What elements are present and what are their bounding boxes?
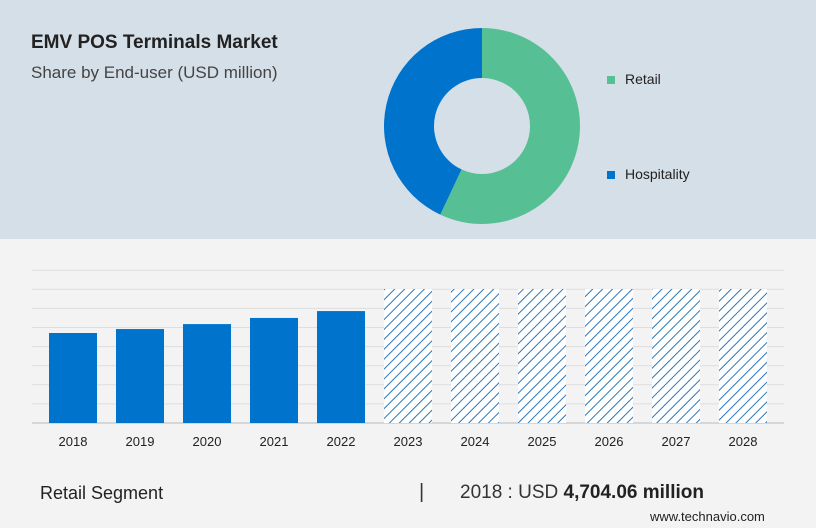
chart-title: EMV POS Terminals Market xyxy=(31,32,278,53)
bar-2021 xyxy=(250,317,298,423)
x-tick-label: 2028 xyxy=(729,434,758,449)
x-tick-label: 2022 xyxy=(327,434,356,449)
year-label: 2018 : USD xyxy=(460,482,564,503)
bar-2028 xyxy=(719,289,767,423)
x-tick-label: 2024 xyxy=(461,434,490,449)
value-text: 4,704.06 million xyxy=(563,482,704,503)
x-tick-label: 2025 xyxy=(528,434,557,449)
segment-value: 2018 : USD 4,704.06 million xyxy=(460,482,704,504)
website-link[interactable]: www.technavio.com xyxy=(650,509,765,524)
segment-label: Retail Segment xyxy=(40,483,164,503)
x-tick-label: 2018 xyxy=(59,434,88,449)
legend-swatch xyxy=(607,171,615,180)
legend-item-hospitality: Hospitality xyxy=(607,166,690,182)
x-tick-label: 2020 xyxy=(193,434,222,449)
donut-slice-hospitality xyxy=(383,27,482,215)
legend-item-retail: Retail xyxy=(607,71,661,87)
bar-2024 xyxy=(451,289,499,423)
bar-2027 xyxy=(652,289,700,423)
legend-label: Hospitality xyxy=(625,166,690,182)
x-tick-label: 2027 xyxy=(662,434,691,449)
x-tick-label: 2023 xyxy=(394,434,423,449)
bar-2023 xyxy=(384,289,432,423)
donut-slice-retail xyxy=(440,28,580,224)
bar-2022 xyxy=(317,311,365,423)
legend-swatch xyxy=(607,76,615,85)
bar-2025 xyxy=(518,289,566,423)
bar-2019 xyxy=(116,329,164,423)
x-tick-label: 2026 xyxy=(595,434,624,449)
separator: | xyxy=(419,481,425,503)
legend-label: Retail xyxy=(625,71,661,87)
chart-subtitle: Share by End-user (USD million) xyxy=(31,63,278,82)
bar-2026 xyxy=(585,289,633,423)
x-tick-label: 2019 xyxy=(126,434,155,449)
bar-2018 xyxy=(49,333,97,423)
x-tick-label: 2021 xyxy=(260,434,289,449)
bar-2020 xyxy=(183,324,231,423)
